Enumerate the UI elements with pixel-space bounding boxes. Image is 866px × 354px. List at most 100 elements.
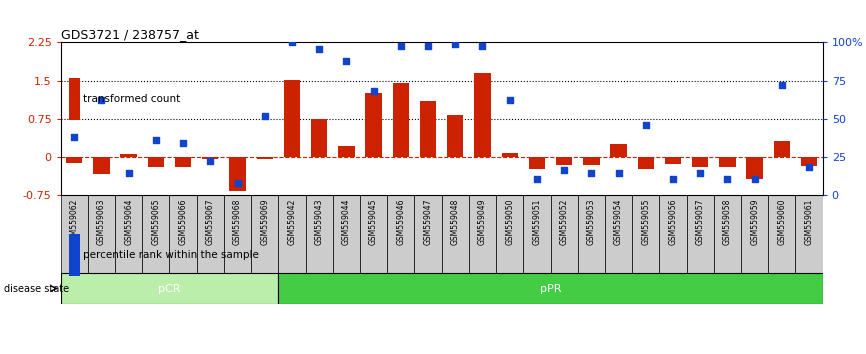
Text: GSM559043: GSM559043 — [314, 199, 324, 245]
Bar — [475, 73, 491, 156]
Bar — [496, 195, 523, 273]
Bar — [339, 147, 354, 156]
Text: GSM559047: GSM559047 — [423, 199, 432, 245]
Point — [694, 171, 708, 176]
Point — [122, 171, 136, 176]
Point — [721, 177, 734, 182]
Point — [204, 158, 217, 164]
Bar — [665, 156, 682, 164]
Bar — [637, 156, 654, 169]
Bar — [659, 195, 687, 273]
Text: transformed count: transformed count — [83, 94, 180, 104]
Text: GSM559044: GSM559044 — [342, 199, 351, 245]
Text: GSM559052: GSM559052 — [559, 199, 569, 245]
Text: GSM559053: GSM559053 — [587, 199, 596, 245]
Text: GSM559058: GSM559058 — [723, 199, 732, 245]
Bar — [66, 156, 82, 163]
Bar — [801, 156, 818, 166]
Bar — [687, 195, 714, 273]
Bar — [311, 119, 327, 156]
Bar — [714, 195, 741, 273]
Bar — [746, 156, 763, 179]
Bar — [583, 156, 599, 165]
Point — [666, 177, 680, 182]
Bar — [523, 195, 551, 273]
Text: GSM559061: GSM559061 — [805, 199, 813, 245]
Bar — [578, 195, 605, 273]
Point — [449, 41, 462, 47]
Point — [802, 165, 816, 170]
Bar — [556, 156, 572, 165]
Bar — [605, 195, 632, 273]
Bar — [115, 195, 142, 273]
Text: pCR: pCR — [158, 284, 181, 293]
Bar — [632, 195, 659, 273]
Point — [258, 113, 272, 118]
Bar — [720, 156, 735, 167]
Bar — [256, 156, 273, 159]
Bar — [197, 195, 224, 273]
Bar — [741, 195, 768, 273]
Text: GSM559062: GSM559062 — [70, 199, 79, 245]
Text: GSM559068: GSM559068 — [233, 199, 242, 245]
Bar — [469, 195, 496, 273]
Text: GSM559067: GSM559067 — [206, 199, 215, 245]
Point — [285, 40, 299, 45]
Bar — [773, 141, 790, 156]
Point — [366, 88, 380, 94]
Text: disease state: disease state — [4, 284, 73, 293]
Point — [68, 134, 81, 140]
Text: GSM559059: GSM559059 — [750, 199, 759, 245]
Bar — [87, 195, 115, 273]
Bar — [61, 195, 87, 273]
Bar — [415, 195, 442, 273]
Text: GSM559045: GSM559045 — [369, 199, 378, 245]
Text: GSM559049: GSM559049 — [478, 199, 487, 245]
Text: GSM559054: GSM559054 — [614, 199, 623, 245]
Point — [94, 97, 108, 103]
Text: GSM559069: GSM559069 — [261, 199, 269, 245]
Bar — [229, 156, 246, 191]
Text: GSM559048: GSM559048 — [451, 199, 460, 245]
Text: GSM559066: GSM559066 — [178, 199, 188, 245]
Point — [230, 180, 244, 185]
Point — [747, 177, 761, 182]
Point — [503, 97, 517, 103]
Bar — [61, 273, 278, 304]
Bar — [284, 80, 301, 156]
Bar — [94, 156, 110, 175]
Bar — [365, 93, 382, 156]
Point — [475, 43, 489, 48]
Bar — [692, 156, 708, 167]
Text: GSM559060: GSM559060 — [778, 199, 786, 245]
Text: GSM559065: GSM559065 — [152, 199, 160, 245]
Text: GSM559050: GSM559050 — [505, 199, 514, 245]
Text: percentile rank within the sample: percentile rank within the sample — [83, 250, 259, 260]
Point — [394, 43, 408, 48]
Bar — [360, 195, 387, 273]
Point — [557, 167, 571, 173]
Point — [585, 171, 598, 176]
Bar — [392, 83, 409, 156]
Bar — [447, 115, 463, 156]
Bar — [768, 195, 796, 273]
Point — [639, 122, 653, 127]
Bar — [551, 195, 578, 273]
Text: GDS3721 / 238757_at: GDS3721 / 238757_at — [61, 28, 198, 41]
Point — [176, 140, 190, 146]
Bar — [501, 153, 518, 156]
Point — [611, 171, 625, 176]
Point — [313, 46, 326, 51]
Text: GSM559046: GSM559046 — [397, 199, 405, 245]
Bar — [175, 156, 191, 167]
Text: GSM559063: GSM559063 — [97, 199, 106, 245]
Bar — [224, 195, 251, 273]
Text: GSM559056: GSM559056 — [669, 199, 677, 245]
Bar — [420, 101, 436, 156]
Bar — [120, 154, 137, 156]
Bar — [278, 273, 823, 304]
Bar — [251, 195, 278, 273]
Bar — [278, 195, 306, 273]
Bar — [529, 156, 545, 169]
Bar — [202, 156, 218, 159]
